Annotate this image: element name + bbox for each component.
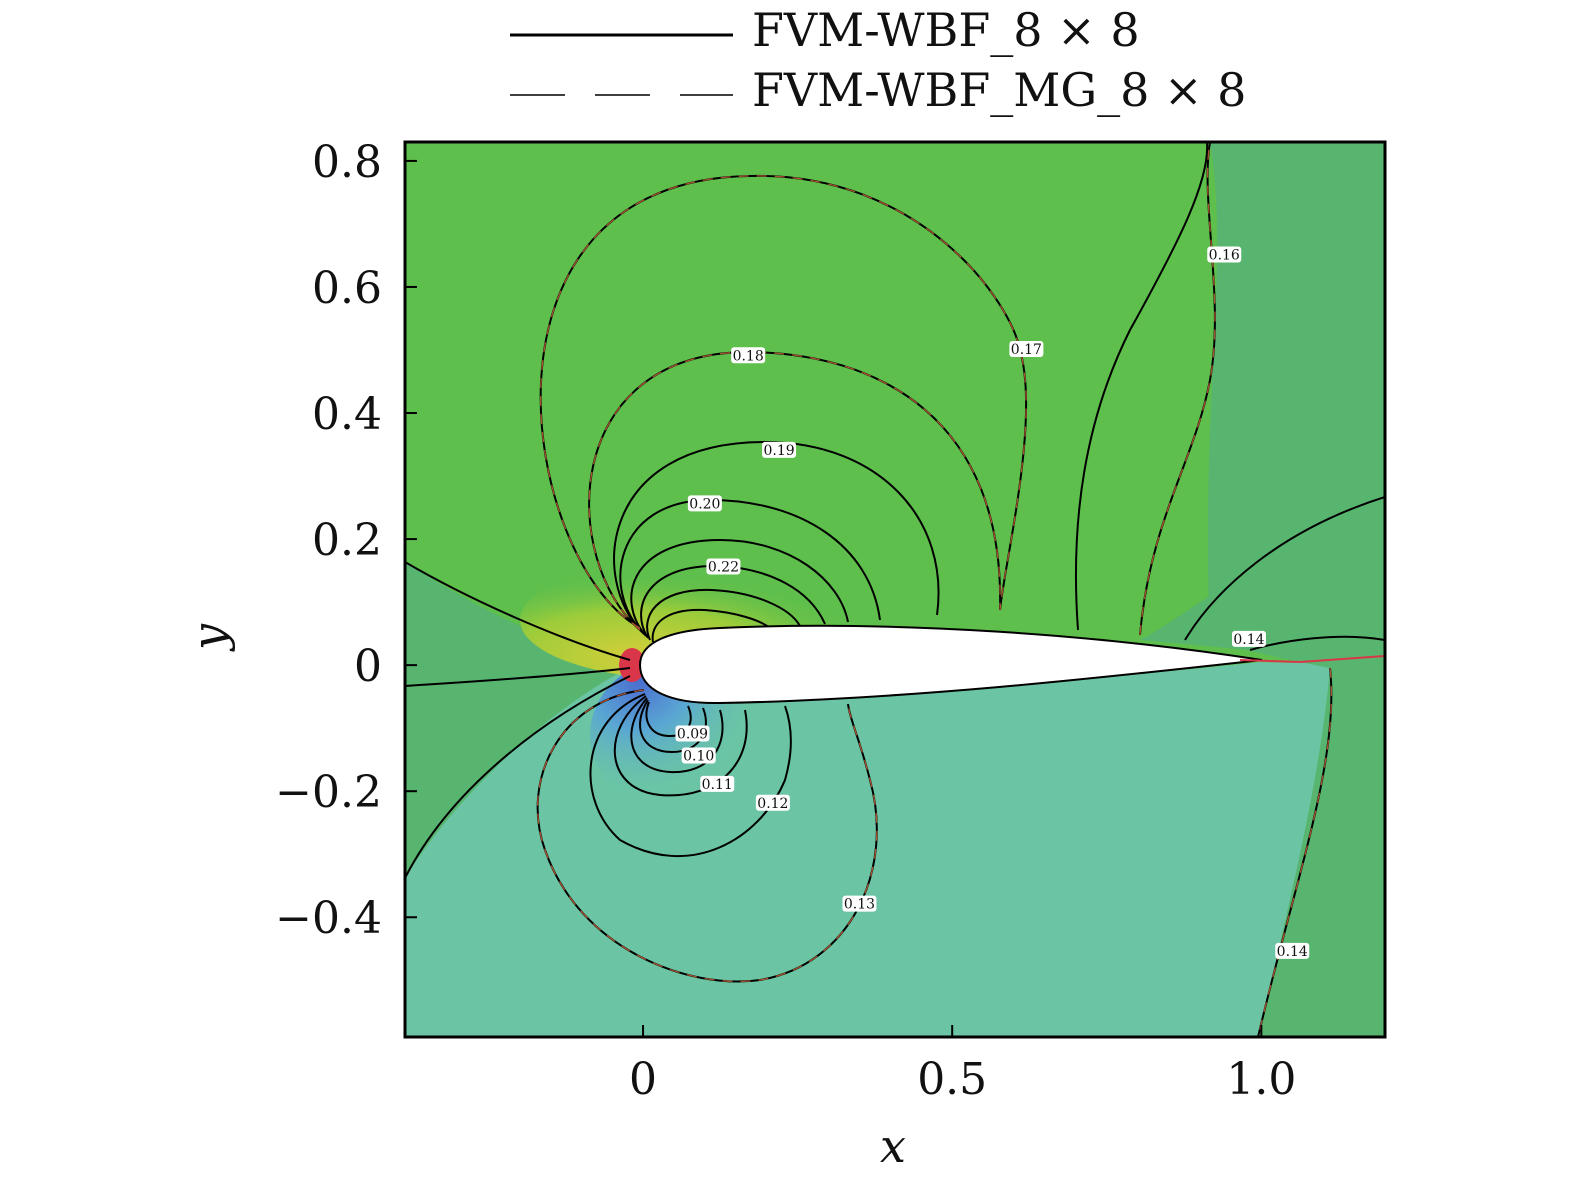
contour-line <box>630 538 849 637</box>
plot-area <box>405 142 1385 1037</box>
contour-label-bg <box>1009 340 1044 357</box>
contour-label-text: 0.18 <box>733 348 764 364</box>
contour-line-dashed <box>540 175 1027 629</box>
contour-label: 0.11 <box>700 775 735 793</box>
y-tick-label: 0.2 <box>312 515 382 566</box>
contour-label: 0.20 <box>687 495 722 512</box>
contour-label: 0.18 <box>731 347 766 364</box>
contour-label-bg <box>700 775 735 792</box>
legend-label-dashed: FVM-WBF_MG_8 × 8 <box>752 63 1246 117</box>
contour-label-text: 0.13 <box>844 897 875 913</box>
contour-label: 0.09 <box>675 725 710 742</box>
plot-frame <box>403 140 1387 1039</box>
contour-line <box>405 561 631 661</box>
x-axis: 0 0.5 1.0 <box>629 1025 1296 1105</box>
contour-label: 0.14 <box>1231 630 1266 648</box>
contour-line-dashed <box>1139 142 1216 636</box>
x-tick-label: 0.5 <box>917 1054 987 1105</box>
contour-line <box>645 701 692 738</box>
y-tick-label: 0.6 <box>312 263 382 314</box>
contour-label: 0.22 <box>706 558 741 575</box>
contour-label-text: 0.16 <box>1209 247 1240 263</box>
y-tick-label: 0.8 <box>312 137 382 188</box>
contour-line <box>405 675 631 879</box>
contour-line <box>613 695 748 797</box>
contour-label-text: 0.22 <box>708 559 739 575</box>
contour-label-text: 0.20 <box>689 496 720 512</box>
y-tick-label: 0.4 <box>312 389 382 440</box>
fill-region-stagnation <box>619 648 645 682</box>
contour-line <box>1074 142 1209 631</box>
contour-label-text: 0.14 <box>1277 944 1308 960</box>
contour-label-bg <box>675 725 710 742</box>
contour-line <box>651 608 771 643</box>
contour-label: 0.12 <box>755 794 790 812</box>
y-tick-label: −0.4 <box>275 893 382 944</box>
x-tick-label: 0 <box>629 1054 657 1105</box>
legend-label-solid: FVM-WBF_8 × 8 <box>752 3 1140 57</box>
contour-label: 0.13 <box>842 895 877 913</box>
contour-label-text: 0.19 <box>763 443 794 459</box>
contour-labels: 0.18 0.19 0.20 0.22 0.17 0.16 0.14 0.09 0.10 0.11… <box>675 246 1310 960</box>
contour-label-text: 0.17 <box>1011 342 1042 358</box>
contour-line <box>405 667 631 687</box>
x-tick-label: 1.0 <box>1226 1054 1296 1105</box>
contour-label-bg <box>755 794 790 811</box>
x-axis-label: x <box>880 1119 906 1173</box>
contour-label: 0.10 <box>681 747 716 765</box>
contour-line <box>1184 496 1385 641</box>
contour-label-bg <box>687 495 722 512</box>
contour-line-dashed <box>537 689 878 983</box>
contour-line <box>589 693 792 857</box>
contour-label-bg <box>842 895 877 912</box>
contour-label-bg <box>1275 942 1310 959</box>
contour-line <box>646 588 801 641</box>
contour-label-text: 0.10 <box>683 749 714 765</box>
contour-label-bg <box>762 441 797 458</box>
contour-label-bg <box>1231 630 1266 647</box>
contour-label-bg <box>681 747 716 764</box>
contour-label-text: 0.14 <box>1233 632 1264 648</box>
contour-label-bg <box>1207 246 1242 263</box>
y-axis-label: y <box>182 623 236 652</box>
y-axis: 0.8 0.6 0.4 0.2 0 −0.2 −0.4 <box>275 137 417 944</box>
contour-label: 0.14 <box>1275 942 1310 960</box>
y-tick-label: −0.2 <box>275 767 382 818</box>
trailing-edge-wake <box>1239 655 1385 664</box>
contour-line-dashed <box>1257 667 1333 1037</box>
fill-region-wake-upper <box>1140 497 1385 660</box>
contour-label-bg <box>731 347 766 364</box>
contour-label-text: 0.12 <box>757 796 788 812</box>
legend: FVM-WBF_8 × 8 FVM-WBF_MG_8 × 8 <box>510 3 1246 117</box>
contour-label-text: 0.11 <box>702 777 733 793</box>
contour-label: 0.17 <box>1009 340 1044 358</box>
y-tick-label: 0 <box>354 641 382 692</box>
contour-label-bg <box>706 558 741 575</box>
contour-label-text: 0.09 <box>677 726 708 742</box>
contour-line <box>630 697 724 774</box>
contour-label: 0.16 <box>1207 246 1242 263</box>
contour-label: 0.19 <box>762 441 797 459</box>
fill-region-far-left <box>405 562 635 878</box>
